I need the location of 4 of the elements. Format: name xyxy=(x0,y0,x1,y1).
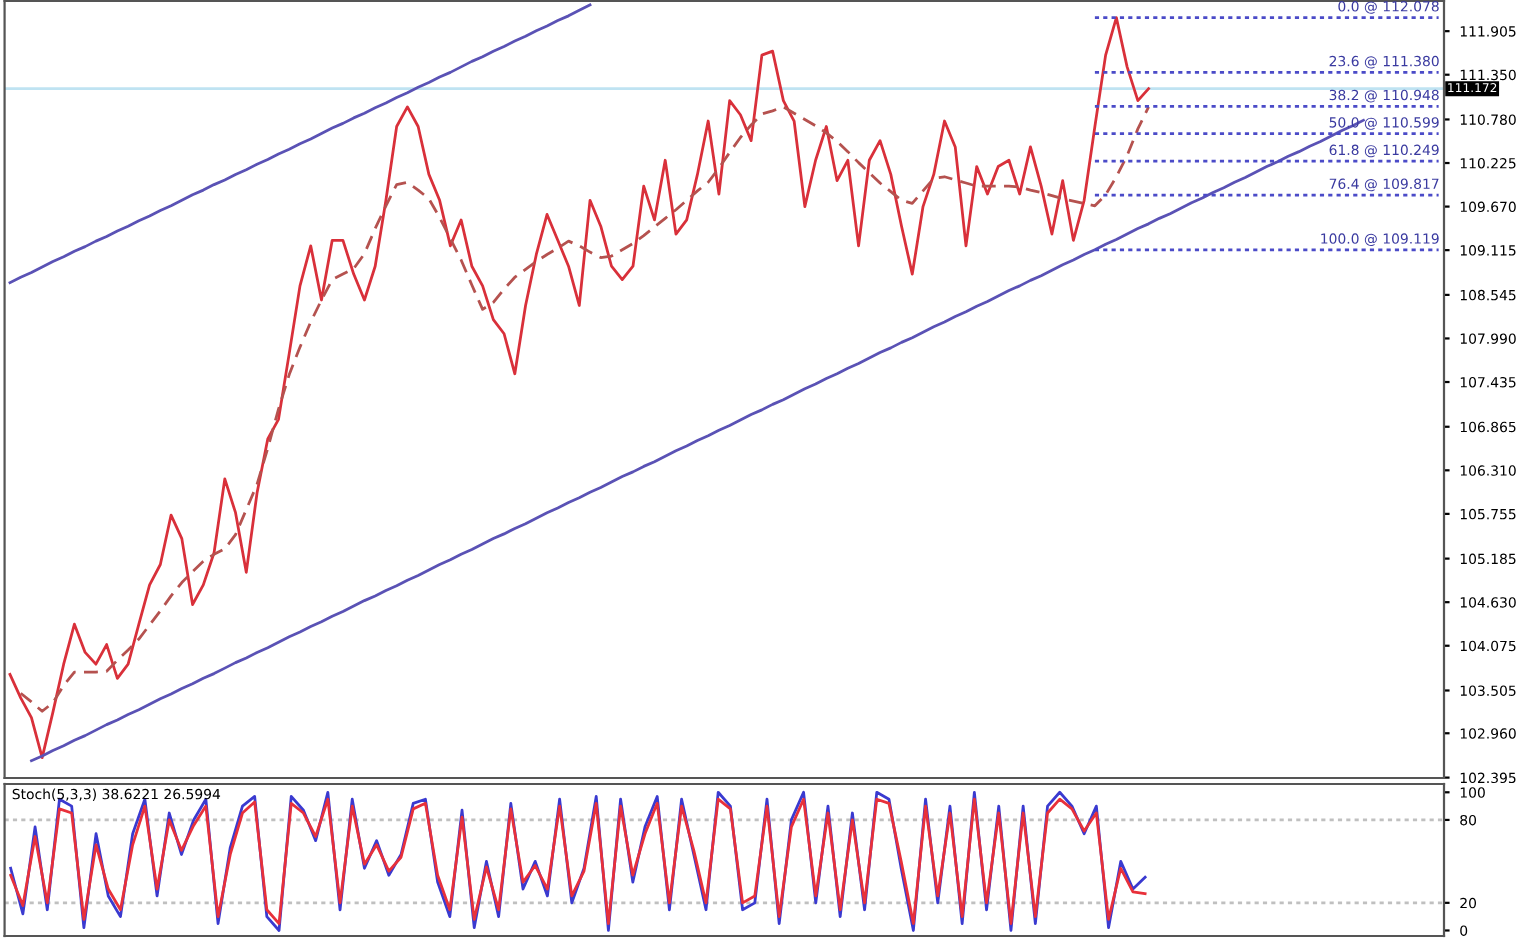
line-series xyxy=(30,118,1365,763)
line-series xyxy=(19,105,1150,713)
line-series xyxy=(8,16,1150,759)
line-series xyxy=(8,3,592,285)
